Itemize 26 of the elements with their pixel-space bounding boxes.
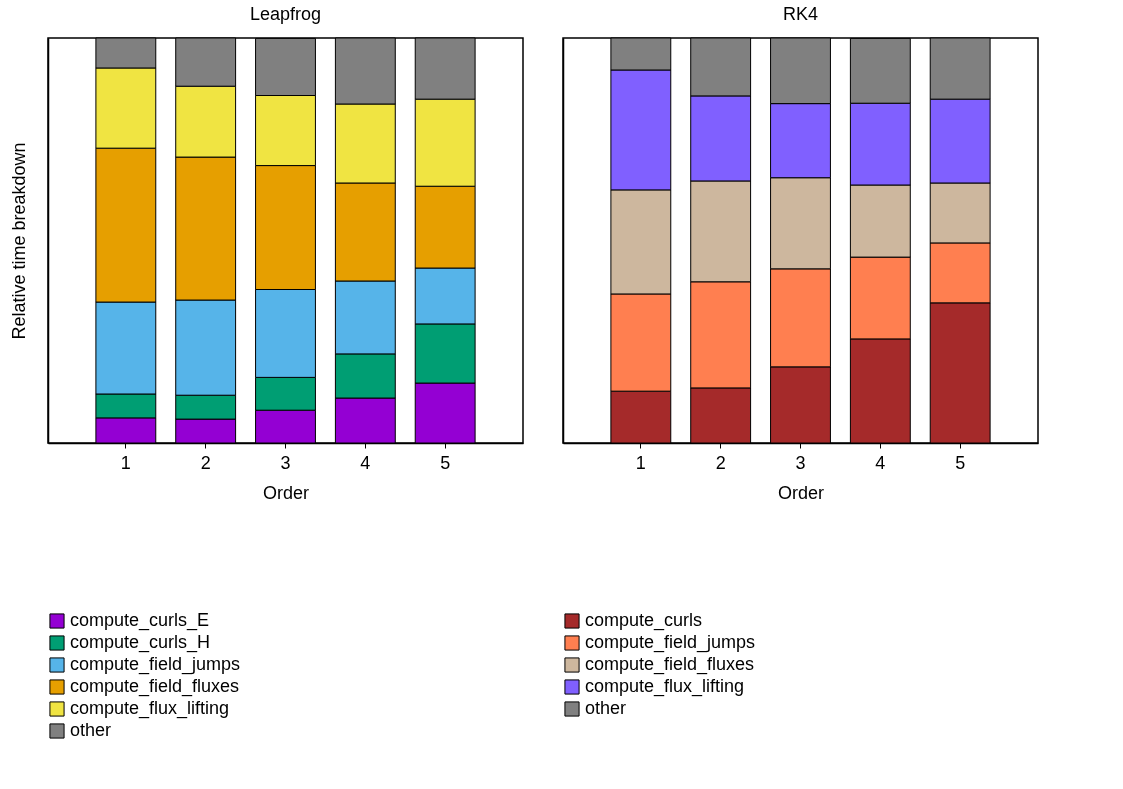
legend-label: compute_flux_lifting [585, 676, 745, 697]
legend-label: compute_curls_E [70, 610, 210, 631]
x-tick-label: 4 [875, 452, 886, 473]
x-tick-label: 2 [200, 452, 211, 473]
legend-label: compute_field_fluxes [585, 654, 755, 675]
legend-label: compute_curls_H [70, 632, 211, 653]
legend-label: other [70, 720, 112, 740]
x-tick-label: 1 [635, 452, 646, 473]
legend-label: other [585, 698, 627, 718]
x-tick-label: 5 [440, 452, 451, 473]
legend-label: compute_field_fluxes [70, 676, 240, 697]
y-axis-title: Relative time breakdown [8, 142, 29, 340]
x-axis-title: Order [777, 482, 825, 503]
chart-title: Leapfrog [249, 3, 322, 24]
x-axis-title: Order [262, 482, 310, 503]
x-tick-label: 3 [795, 452, 806, 473]
x-tick-label: 1 [120, 452, 131, 473]
legend-label: compute_flux_lifting [70, 698, 230, 719]
legend-label: compute_curls [585, 610, 703, 631]
legend-label: compute_field_jumps [70, 654, 241, 675]
x-tick-label: 2 [715, 452, 726, 473]
x-tick-label: 3 [280, 452, 291, 473]
legend-label: compute_field_jumps [585, 632, 756, 653]
x-tick-label: 5 [955, 452, 966, 473]
x-tick-label: 4 [360, 452, 371, 473]
chart-title: RK4 [782, 3, 819, 24]
